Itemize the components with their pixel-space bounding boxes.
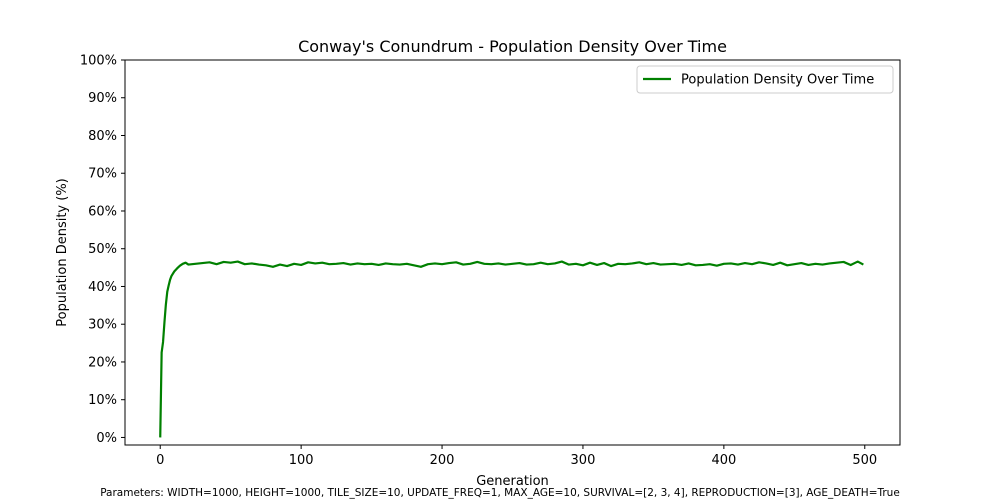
y-tick-label: 70% <box>88 167 117 182</box>
y-tick-label: 50% <box>88 242 117 257</box>
x-tick-label: 0 <box>156 453 164 468</box>
chart-title: Conway's Conundrum - Population Density … <box>298 37 727 56</box>
legend: Population Density Over Time <box>636 65 894 94</box>
y-tick-label: 90% <box>88 91 117 106</box>
legend-box <box>636 65 894 94</box>
x-axis-label: Generation <box>476 474 549 489</box>
y-tick-label: 30% <box>88 318 117 333</box>
x-tick-label: 400 <box>711 453 736 468</box>
y-tick-label: 40% <box>88 280 117 295</box>
y-tick-label: 60% <box>88 204 117 219</box>
y-tick-label: 20% <box>88 355 117 370</box>
series-line <box>159 260 864 438</box>
y-tick-label: 10% <box>88 393 117 408</box>
series-layer <box>159 260 864 438</box>
y-tick-label: 0% <box>96 431 117 446</box>
legend-label: Population Density Over Time <box>681 73 874 88</box>
x-tick-label: 200 <box>430 453 455 468</box>
x-tick-label: 100 <box>289 453 314 468</box>
y-axis: 0% 10% 20% 30% 40% 50% 60% 70% 80% 90% 100% <box>80 54 125 446</box>
x-tick-label: 500 <box>852 453 877 468</box>
y-tick-label: 100% <box>80 54 117 69</box>
plot-frame <box>124 59 901 446</box>
x-tick-label: 300 <box>571 453 596 468</box>
y-tick-label: 80% <box>88 129 117 144</box>
parameters-footer: Parameters: WIDTH=1000, HEIGHT=1000, TIL… <box>100 487 900 499</box>
plot-area <box>124 59 901 446</box>
x-axis: 0 100 200 300 400 500 <box>156 445 877 468</box>
y-axis-label: Population Density (%) <box>55 178 70 326</box>
